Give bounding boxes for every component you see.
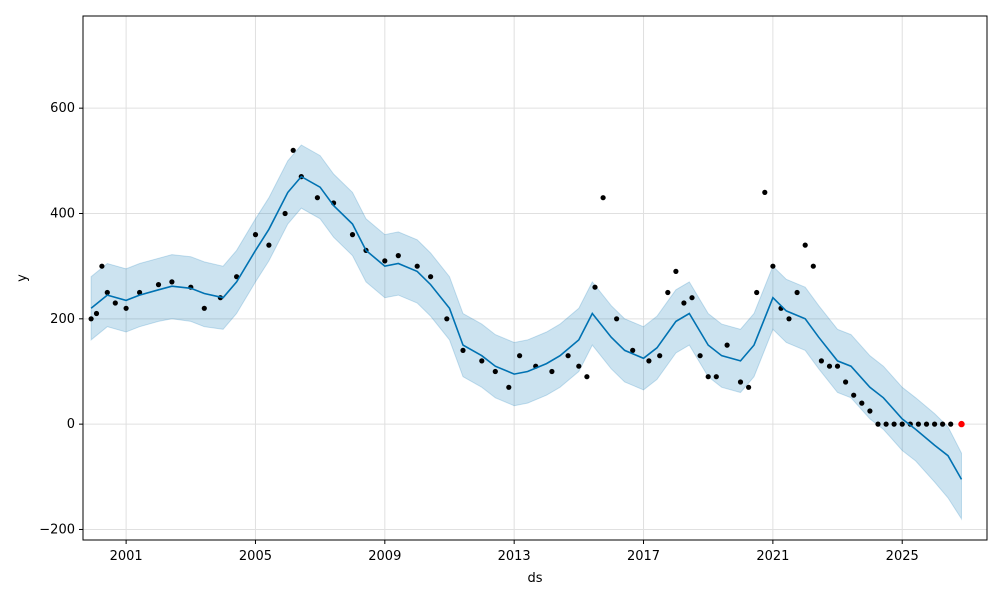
observed-point <box>915 421 922 427</box>
x-tick-label: 2017 <box>627 549 660 564</box>
observed-point <box>794 289 800 296</box>
observed-point <box>492 368 498 375</box>
observed-point <box>859 400 865 406</box>
observed-point <box>112 300 118 306</box>
observed-point <box>810 263 816 269</box>
observed-point <box>867 408 873 414</box>
observed-point <box>883 421 889 427</box>
observed-point <box>266 242 272 248</box>
observed-point <box>826 363 833 369</box>
observed-point <box>290 147 296 153</box>
observed-point <box>479 358 485 364</box>
y-tick-label: 400 <box>50 206 75 221</box>
observed-point <box>762 189 768 195</box>
observed-point <box>584 374 590 380</box>
y-tick-label: 200 <box>50 312 75 327</box>
observed-point <box>395 253 401 259</box>
observed-point <box>657 353 663 359</box>
observed-point <box>834 363 841 369</box>
x-tick-label: 2001 <box>110 549 143 564</box>
observed-point <box>697 353 703 359</box>
y-axis-label: y <box>15 274 30 282</box>
observed-point <box>506 384 512 390</box>
observed-point <box>349 232 356 238</box>
x-axis-label: ds <box>527 571 542 586</box>
observed-point <box>875 421 881 427</box>
observed-point <box>923 421 930 427</box>
observed-point <box>123 305 129 311</box>
observed-point <box>565 353 571 359</box>
observed-point <box>891 421 897 427</box>
observed-point <box>382 258 388 264</box>
observed-point <box>600 195 606 201</box>
uncertainty-band-area <box>90 144 962 521</box>
observed-point <box>786 316 792 322</box>
y-tick-label: 0 <box>67 417 75 432</box>
highlight-point <box>958 420 965 428</box>
observed-point <box>234 274 240 280</box>
x-tick-label: 2025 <box>886 549 919 564</box>
observed-point <box>314 195 320 201</box>
observed-point <box>802 242 808 248</box>
observed-point <box>948 421 954 427</box>
observed-point <box>576 363 582 369</box>
y-tick-label: −200 <box>39 522 75 537</box>
observed-point <box>414 263 420 269</box>
observed-point <box>689 295 695 301</box>
observed-point <box>428 274 434 280</box>
observed-point <box>592 284 598 290</box>
observed-point <box>899 421 905 427</box>
observed-point <box>851 392 857 398</box>
observed-point <box>104 289 110 296</box>
observed-point <box>724 342 730 348</box>
observed-point <box>737 379 744 385</box>
observed-point <box>614 316 620 322</box>
observed-point <box>201 305 207 311</box>
plot-frame <box>82 15 988 541</box>
observed-point <box>169 279 175 285</box>
observed-point <box>444 316 450 322</box>
observed-point <box>673 268 679 274</box>
observed-point <box>646 358 652 364</box>
x-tick-label: 2021 <box>756 549 789 564</box>
uncertainty-band <box>90 144 962 521</box>
x-tick-label: 2009 <box>368 549 401 564</box>
observed-point <box>681 300 687 306</box>
observed-point <box>549 368 555 375</box>
x-axis: 2001 2005 2009 2013 2017 2021 2025 <box>110 540 919 564</box>
observed-point <box>155 282 162 288</box>
observed-point <box>88 316 94 322</box>
observed-point <box>137 289 143 296</box>
observed-point <box>940 421 946 427</box>
observed-point <box>713 374 719 380</box>
observed-point <box>99 263 105 269</box>
observed-point <box>517 353 523 359</box>
forecast-line <box>90 175 963 480</box>
observed-point <box>252 232 259 238</box>
y-axis: −200 0 200 400 600 <box>39 101 83 537</box>
observed-point <box>843 379 849 385</box>
observed-point <box>770 263 776 269</box>
observed-point <box>705 374 711 380</box>
forecast-line-path <box>90 175 963 480</box>
observed-point <box>282 210 288 217</box>
observed-point <box>754 289 760 296</box>
x-tick-label: 2005 <box>239 549 272 564</box>
observed-point <box>665 289 671 296</box>
observed-point <box>93 310 100 317</box>
observed-point <box>460 347 466 353</box>
observed-point <box>932 421 938 427</box>
x-tick-label: 2013 <box>498 549 531 564</box>
y-tick-label: 600 <box>50 101 75 116</box>
grid <box>83 16 987 540</box>
observed-point <box>746 384 752 390</box>
observed-point <box>818 358 825 364</box>
highlight-points <box>958 420 965 428</box>
observed-point <box>630 347 636 353</box>
